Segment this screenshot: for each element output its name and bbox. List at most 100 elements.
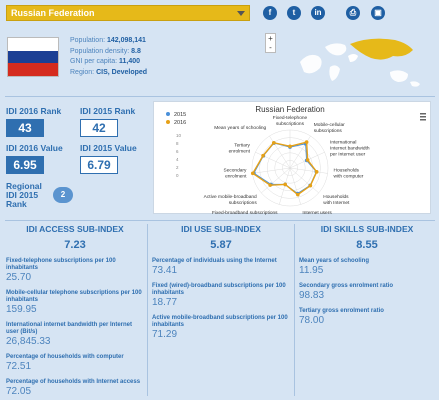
indicator-value: 25.70	[6, 272, 32, 283]
radar-chart-panel: Russian Federation 2015 2016 0 2 4 6 8 10 Fixed-t…	[153, 101, 431, 215]
radar-spoke	[255, 151, 291, 169]
indicator-value: 159.95	[6, 304, 37, 315]
facebook-icon[interactable]: f	[263, 6, 277, 20]
rank2015-label: IDI 2015 Rank	[80, 106, 136, 116]
column-separator	[294, 224, 295, 396]
country-select[interactable]: Russian Federation	[6, 5, 250, 21]
subindex-title: IDI ACCESS SUB-INDEX	[26, 224, 124, 234]
section-divider	[5, 96, 435, 97]
legend-label[interactable]: 2015	[174, 112, 186, 118]
indicator-label: International internet bandwidth per Int…	[6, 322, 133, 335]
indicator-item: Fixed (wired)-broadband subscriptions pe…	[152, 283, 290, 308]
map-zoom-control[interactable]: + -	[265, 33, 276, 53]
radar-series-2016	[251, 141, 318, 196]
regional-rank-badge: 2	[53, 187, 73, 203]
menu-icon[interactable]	[420, 113, 426, 121]
indicator-item: Percentage of households with computer 72…	[6, 354, 144, 372]
indicator-label: Mean years of schooling	[299, 258, 370, 264]
radar-point-2016	[268, 183, 272, 187]
radar-point-2016	[288, 144, 292, 149]
value2015-label: IDI 2015 Value	[80, 143, 137, 153]
radar-axis-label: Mean years of schooling	[214, 125, 266, 131]
radial-tick-label: 6	[176, 149, 179, 154]
regional-rank-label: Regional IDI 2015 Rank	[6, 181, 42, 209]
radar-point-2016	[261, 153, 265, 158]
radar-axis-label: Fixed-broadband subscriptions	[212, 210, 278, 215]
radar-axis-label: Tertiary enrolment	[229, 143, 251, 155]
subindex-value: 7.23	[64, 239, 86, 251]
radar-spoke	[289, 167, 328, 174]
indicator-value: 78.00	[299, 315, 325, 326]
radar-axis-label: Fixed-telephone subscriptions	[273, 115, 308, 127]
twitter-icon[interactable]: t	[287, 6, 301, 20]
column-separator	[147, 224, 148, 396]
legend-marker	[166, 120, 170, 124]
indicator-item: Tertiary gross enrolment ratio 78.00	[299, 308, 435, 326]
population-value: 142,098,141	[106, 37, 146, 44]
subindex-value: 5.87	[210, 239, 232, 251]
country-flag	[7, 37, 59, 77]
radar-point-2016	[250, 171, 255, 176]
top-bar: Russian Federation f t in ⎙ ▣	[0, 0, 439, 32]
radar-spoke	[252, 167, 291, 174]
radar-point-2016	[308, 183, 313, 188]
indicator-label: Active mobile-broadband subscriptions pe…	[152, 315, 288, 328]
radar-point-2016	[296, 192, 300, 197]
indicator-label: Fixed-telephone subscriptions per 100 in…	[6, 258, 116, 271]
world-map[interactable]	[290, 32, 435, 92]
indicator-value: 11.95	[299, 265, 324, 276]
radar-axis-label: Mobile-cellular subscriptions	[314, 122, 345, 134]
indicator-item: Secondary gross enrolment ratio 98.83	[299, 283, 435, 301]
rank2016-label: IDI 2016 Rank	[6, 106, 62, 116]
indicator-label: Percentage of individuals using the Inte…	[152, 258, 277, 264]
rank2016-value: 43	[6, 119, 44, 137]
zoom-out-button[interactable]: -	[269, 43, 272, 52]
section-divider-2	[5, 220, 435, 221]
radar-spoke	[289, 167, 301, 205]
indicator-item: Mean years of schooling 11.95	[299, 258, 435, 276]
save-icon[interactable]: ▣	[371, 6, 385, 20]
chart-title: Russian Federation	[255, 105, 324, 114]
country-select-value: Russian Federation	[11, 8, 95, 18]
use-subindex-column: IDI USE SUB-INDEX 5.87 Percentage of indiv…	[152, 224, 290, 396]
indicator-item: International internet bandwidth per Int…	[6, 322, 144, 347]
radar-point-2016	[304, 140, 309, 144]
value2016-value: 6.95	[6, 156, 44, 174]
radar-spoke	[279, 167, 291, 205]
country-info: Population: 142,098,141 Population densi…	[70, 37, 148, 76]
linkedin-icon[interactable]: in	[311, 6, 325, 20]
radar-point-2016	[314, 170, 319, 174]
radial-tick-label: 2	[176, 165, 179, 170]
radar-point-2016	[271, 140, 276, 145]
gni-value: 11,400	[119, 58, 141, 65]
radar-axis-label: Households with Internet	[323, 194, 350, 206]
subindex-title: IDI SKILLS SUB-INDEX	[320, 224, 414, 234]
radial-tick-label: 4	[176, 157, 179, 162]
indicator-item: Percentage of households with Internet a…	[6, 379, 144, 397]
value2016-label: IDI 2016 Value	[6, 143, 63, 153]
radar-chart: Russian Federation 2015 2016 0 2 4 6 8 10 Fixed-t…	[166, 105, 426, 215]
indicator-value: 71.29	[152, 329, 178, 340]
radar-axis-label: Internet users	[302, 210, 332, 215]
legend-label[interactable]: 2016	[174, 120, 186, 126]
zoom-in-button[interactable]: +	[268, 34, 273, 43]
radar-axis-label: Active mobile-broadband subscriptions	[204, 194, 258, 206]
radial-tick-label: 0	[176, 173, 179, 178]
indicator-value: 98.83	[299, 290, 325, 301]
radar-spoke	[261, 167, 291, 194]
indicator-value: 72.05	[6, 386, 32, 397]
indicator-label: Tertiary gross enrolment ratio	[299, 308, 384, 314]
indicator-item: Percentage of individuals using the Inte…	[152, 258, 290, 276]
subindex-title: IDI USE SUB-INDEX	[181, 224, 261, 234]
radar-spoke	[289, 167, 319, 194]
chevron-down-icon	[237, 11, 245, 16]
region-value: CIS, Developed	[96, 68, 148, 76]
radial-tick-label: 8	[176, 141, 179, 146]
subindex-value: 8.55	[356, 239, 378, 251]
rank2015-value: 42	[80, 119, 118, 137]
indicator-item: Fixed-telephone subscriptions per 100 in…	[6, 258, 144, 283]
skills-subindex-column: IDI SKILLS SUB-INDEX 8.55 Mean years of sc…	[299, 224, 435, 396]
radial-tick-label: 10	[176, 133, 182, 138]
indicator-value: 26,845.33	[6, 336, 51, 347]
print-icon[interactable]: ⎙	[346, 6, 360, 20]
